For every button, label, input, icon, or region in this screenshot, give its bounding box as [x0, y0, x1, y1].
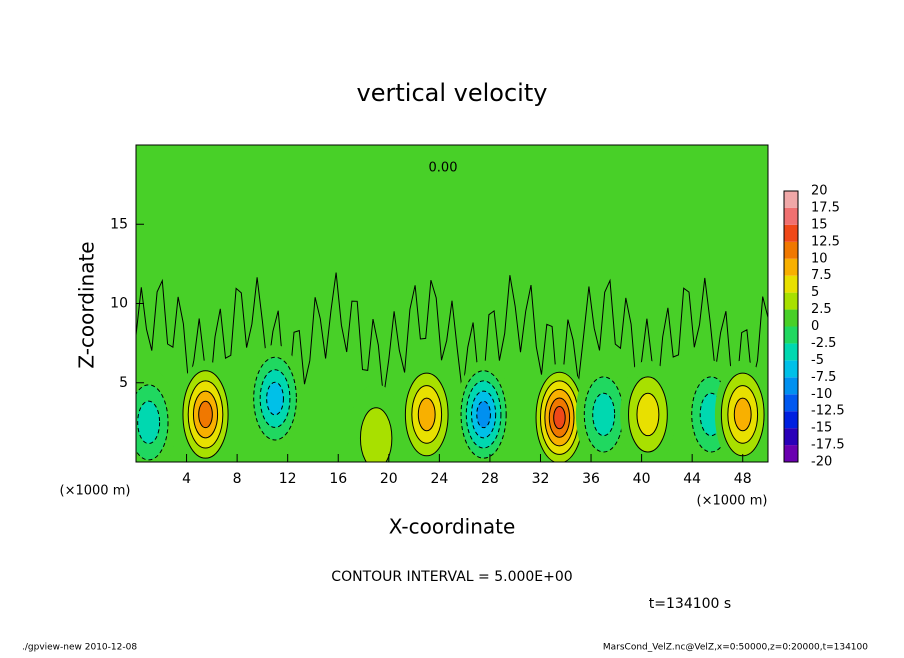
x-tick-label: 44: [683, 471, 701, 487]
colorbar-label: -17.5: [811, 438, 845, 453]
y-tick-label: 10: [110, 296, 128, 312]
field-cell: [636, 392, 660, 437]
time-label: t=134100 s: [649, 596, 731, 612]
field-cell: [592, 392, 616, 437]
y-unit: (×1000 m): [60, 484, 131, 499]
colorbar-box: [784, 292, 798, 310]
colorbar-label: 0: [811, 319, 819, 334]
field-cell: [198, 400, 213, 429]
footer-right: MarsCond_VelZ.nc@VelZ,x=0:50000,z=0:2000…: [603, 643, 868, 653]
colorbar-label: -12.5: [811, 404, 845, 419]
colorbar-box: [784, 309, 798, 327]
colorbar-label: -15: [811, 421, 832, 436]
colorbar-box: [784, 191, 798, 208]
colorbar-box: [784, 258, 798, 276]
x-tick-label: 12: [279, 471, 297, 487]
colorbar-frame: [783, 190, 799, 463]
x-tick-label: 24: [430, 471, 448, 487]
colorbar-label: 10: [811, 251, 828, 266]
y-tick-label: 15: [110, 216, 128, 232]
colorbar-label: 7.5: [811, 268, 832, 283]
contour-interval: CONTOUR INTERVAL = 5.000E+00: [331, 569, 572, 585]
x-tick-label: 16: [329, 471, 347, 487]
contour-label: 0.00: [429, 161, 458, 176]
x-tick-label: 32: [532, 471, 550, 487]
field-cell: [266, 381, 284, 416]
colorbar-box: [784, 224, 798, 242]
colorbar-box: [784, 411, 798, 429]
x-axis-label: X-coordinate: [389, 515, 516, 539]
colorbar-box: [784, 343, 798, 361]
colorbar-label: -5: [811, 353, 824, 368]
y-tick-label: 5: [119, 375, 128, 391]
colorbar-box: [784, 326, 798, 344]
x-tick-label: 20: [380, 471, 398, 487]
colorbar-label: 17.5: [811, 200, 840, 215]
field-cell: [733, 397, 752, 432]
colorbar-label: -7.5: [811, 370, 836, 385]
colorbar-box: [784, 428, 798, 446]
chart-title: vertical velocity: [357, 79, 548, 107]
colorbar-label: 5: [811, 285, 819, 300]
colorbar-label: 20: [811, 184, 828, 199]
field-cell: [476, 400, 491, 429]
colorbar-box: [784, 207, 798, 225]
x-tick-label: 40: [633, 471, 651, 487]
field-cell: [359, 407, 393, 462]
x-unit: (×1000 m): [697, 494, 768, 509]
contour-line: [136, 272, 768, 398]
colorbar-box: [784, 275, 798, 293]
colorbar-box: [784, 241, 798, 259]
colorbar-label: -20: [811, 455, 832, 470]
colorbar-box: [784, 445, 798, 462]
colorbar-box: [784, 377, 798, 395]
colorbar-label: -10: [811, 387, 832, 402]
field-cell: [417, 397, 436, 432]
colorbar-box: [784, 360, 798, 378]
x-tick-label: 28: [481, 471, 499, 487]
x-tick-label: 48: [734, 471, 752, 487]
y-axis-label: Z-coordinate: [75, 241, 99, 368]
field-cell: [553, 405, 566, 430]
colorbar-label: 2.5: [811, 302, 832, 317]
x-tick-label: 36: [582, 471, 600, 487]
x-tick-label: 4: [182, 471, 191, 487]
colorbar-label: 15: [811, 217, 828, 232]
plot-area: 0.00: [136, 145, 768, 462]
field-cell: [137, 400, 161, 445]
colorbar-label: -2.5: [811, 336, 836, 351]
footer-left: ./gpview-new 2010-12-08: [22, 643, 137, 653]
colorbar-label: 12.5: [811, 234, 840, 249]
x-tick-label: 8: [233, 471, 242, 487]
colorbar-box: [784, 394, 798, 412]
